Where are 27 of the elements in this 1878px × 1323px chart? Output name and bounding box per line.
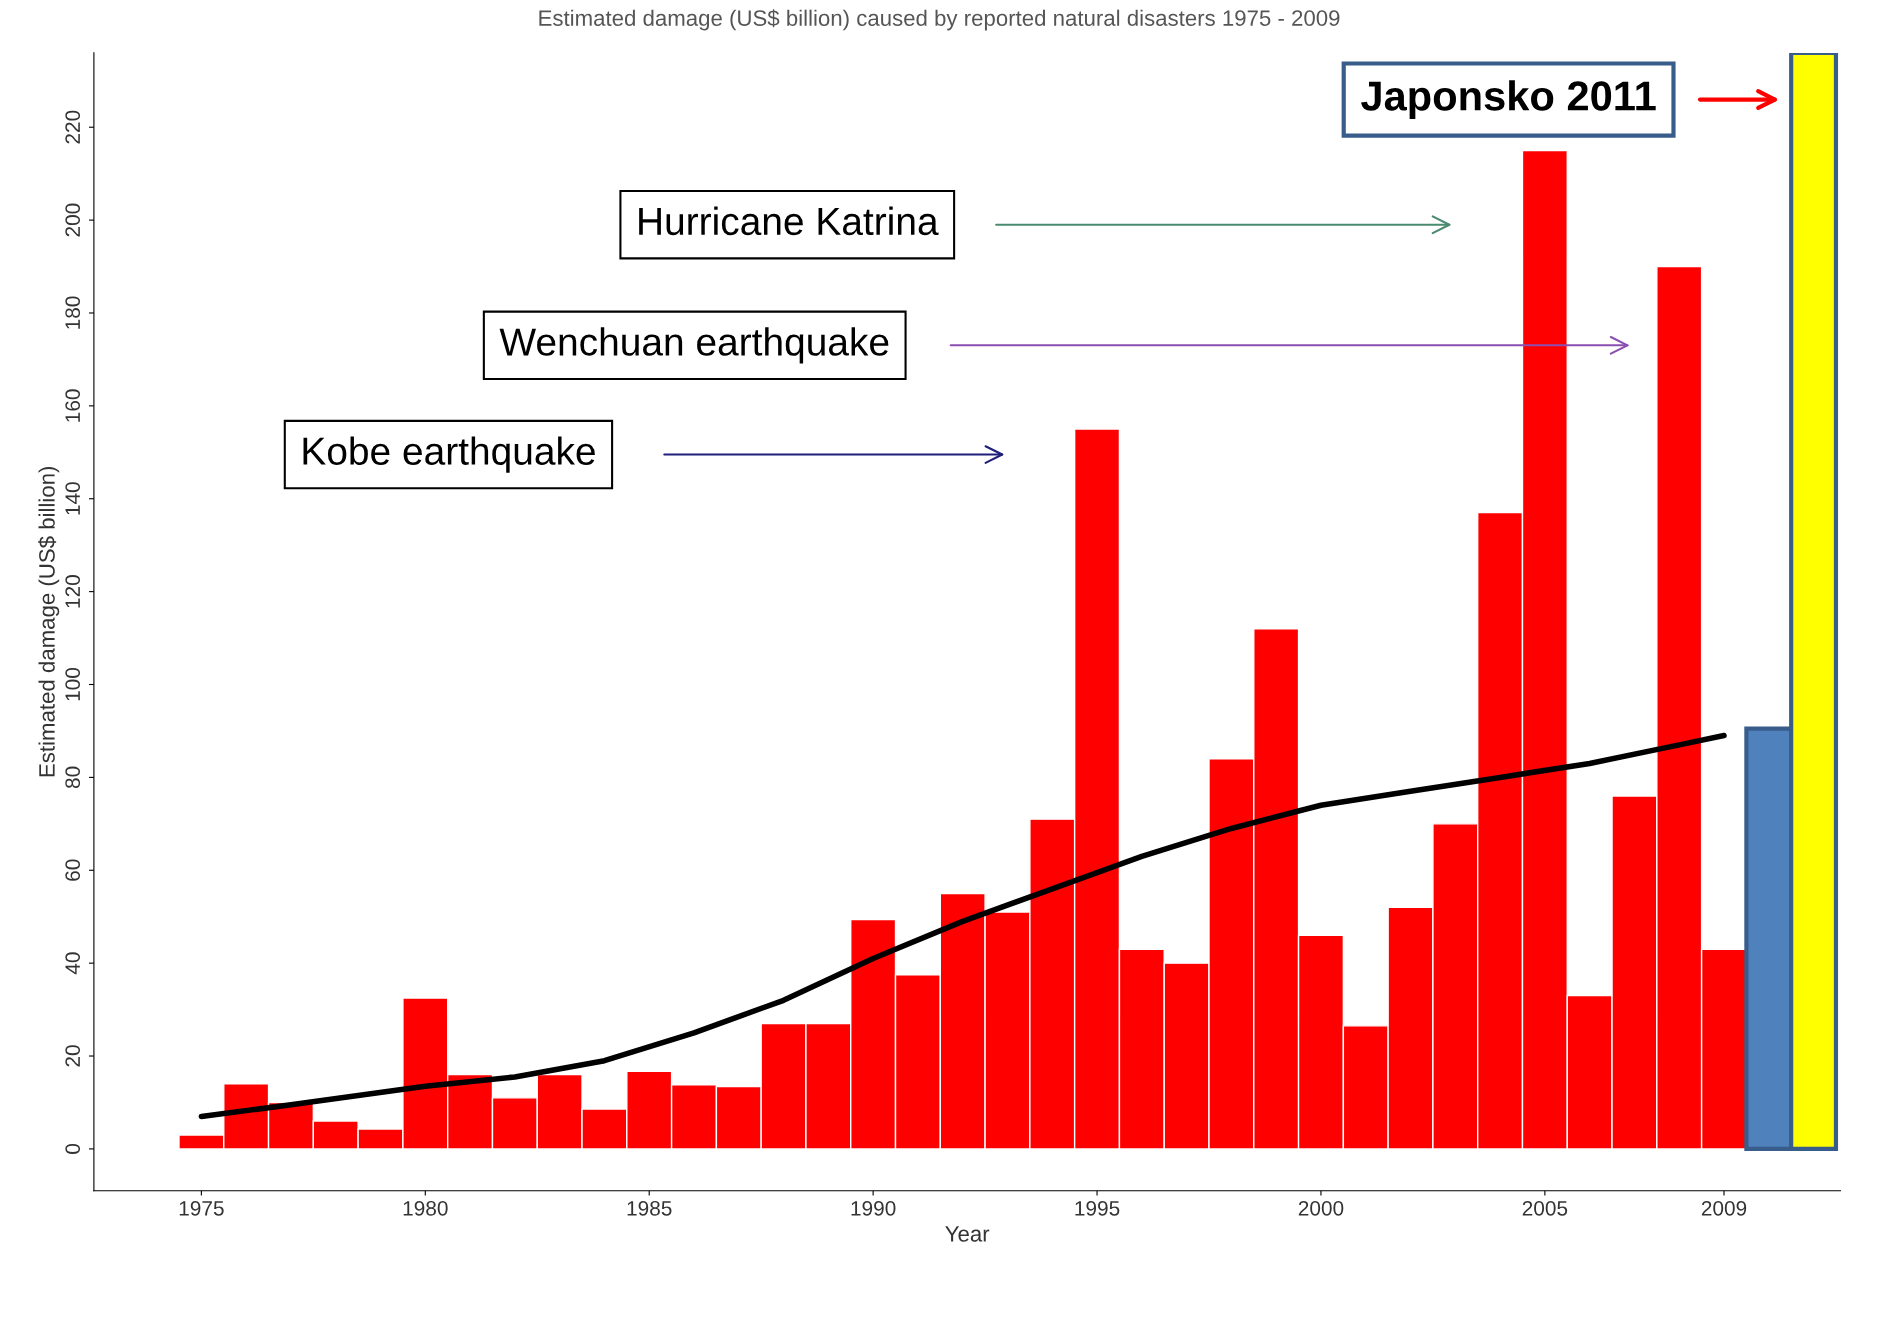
annotation: Kobe earthquake [303,436,595,473]
x-tick-label: 1990 [851,1200,896,1216]
x-tick-label: 1995 [1075,1200,1120,1216]
chart-title: Estimated damage (US$ billion) caused by reported natural disasters 1975 - 2009 [539,9,1340,31]
y-tick-label: 0 [65,1143,81,1154]
y-tick-label: 40 [65,952,81,975]
x-tick-label: 2005 [1522,1200,1568,1216]
y-tick-label: 200 [65,203,81,237]
y-tick-label: 60 [65,859,81,881]
y-tick-label: 80 [65,766,81,789]
x-tick-label: 2009 [1701,1200,1747,1216]
y-axis-title: Estimated damage (US$ billion) [38,466,60,777]
y-tick-label: 140 [65,482,81,515]
y-tick-label: 180 [65,296,81,329]
y-tick-label: 20 [65,1045,81,1067]
annotation: Wenchuan earthquake [499,327,889,364]
y-tick-label: 160 [65,389,81,422]
x-axis-title: Year [945,1226,990,1242]
x-tick-label: 1975 [179,1200,224,1216]
annotation: Japonsko 2011 [1361,80,1656,119]
y-tick-label: 220 [65,110,81,144]
y-tick-label: 100 [65,667,81,701]
x-tick-label: 1985 [627,1200,672,1216]
x-tick-label: 1980 [403,1200,448,1216]
annotation: Hurricane Katrina [639,206,939,236]
y-tick-label: 120 [65,575,81,608]
x-tick-label: 2000 [1298,1200,1344,1216]
